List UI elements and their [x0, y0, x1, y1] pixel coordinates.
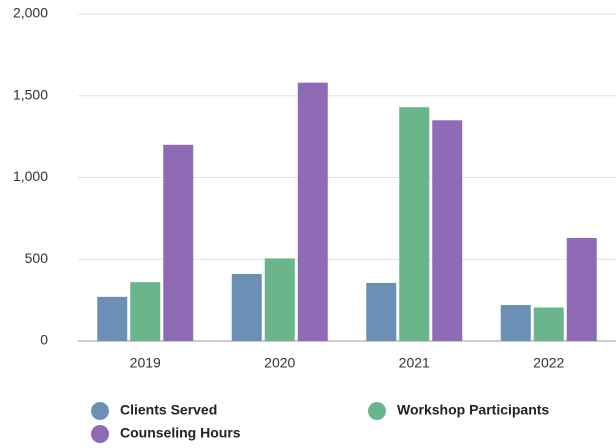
- legend-label: Counseling Hours: [120, 425, 241, 441]
- bar: [163, 144, 194, 341]
- bar: [231, 273, 262, 341]
- bar: [264, 258, 295, 341]
- legend-label: Clients Served: [120, 402, 217, 418]
- legend-marker: [91, 425, 109, 443]
- bar: [297, 82, 328, 342]
- bar: [500, 305, 531, 341]
- y-tick-label: 500: [25, 250, 49, 266]
- x-tick-label: 2022: [533, 355, 564, 371]
- bar: [97, 296, 128, 341]
- x-tick-label: 2020: [264, 355, 295, 371]
- y-tick-label: 1,000: [13, 168, 48, 184]
- y-tick-label: 0: [40, 332, 48, 348]
- legend-marker: [91, 402, 109, 420]
- y-tick-label: 2,000: [13, 5, 48, 21]
- bar: [130, 282, 161, 341]
- legend-marker: [368, 402, 386, 420]
- legend-label: Workshop Participants: [397, 402, 549, 418]
- bar: [533, 307, 564, 341]
- bar: [432, 120, 463, 342]
- bar: [566, 237, 597, 341]
- x-tick-label: 2021: [399, 355, 430, 371]
- bar: [399, 107, 430, 341]
- bar: [366, 282, 397, 341]
- x-tick-label: 2019: [130, 355, 161, 371]
- y-tick-label: 1,500: [13, 86, 48, 102]
